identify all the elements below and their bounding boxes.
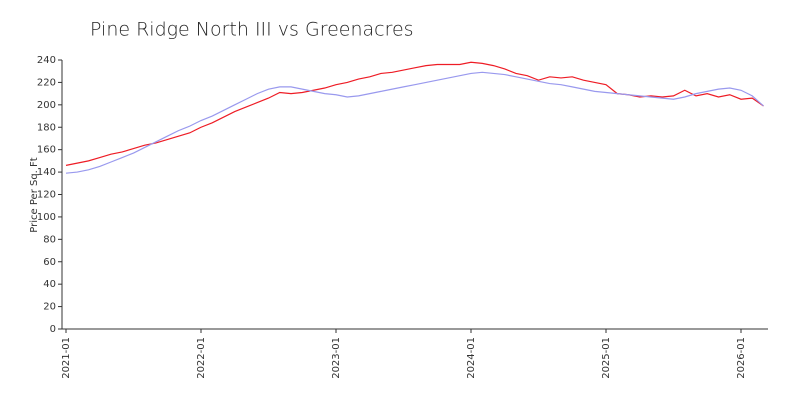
chart-title: Pine Ridge North III vs Greenacres bbox=[90, 19, 414, 41]
x-tick-label: 2021-01 bbox=[61, 337, 72, 379]
y-tick-label: 100 bbox=[37, 212, 56, 223]
y-tick-label: 240 bbox=[37, 55, 56, 66]
y-tick-label: 0 bbox=[50, 324, 56, 335]
y-tick-label: 80 bbox=[43, 234, 56, 245]
y-tick-label: 220 bbox=[37, 77, 56, 88]
y-tick-label: 180 bbox=[37, 122, 56, 133]
y-tick-label: 120 bbox=[37, 190, 56, 201]
series-line bbox=[65, 71, 764, 174]
series-line bbox=[65, 61, 764, 166]
x-tick-label: 2026-01 bbox=[736, 337, 747, 379]
y-tick-label: 60 bbox=[43, 257, 56, 268]
y-tick-label: 200 bbox=[37, 100, 56, 111]
y-tick-label: 160 bbox=[37, 145, 56, 156]
y-axis-label: Price Per Sq. Ft bbox=[29, 157, 40, 232]
y-tick-label: 40 bbox=[43, 279, 56, 290]
x-tick-label: 2024-01 bbox=[466, 337, 477, 379]
x-tick-label: 2023-01 bbox=[331, 337, 342, 379]
y-tick-label: 20 bbox=[43, 302, 56, 313]
y-tick-label: 140 bbox=[37, 167, 56, 178]
x-tick-label: 2025-01 bbox=[601, 337, 612, 379]
x-tick-label: 2022-01 bbox=[196, 337, 207, 379]
